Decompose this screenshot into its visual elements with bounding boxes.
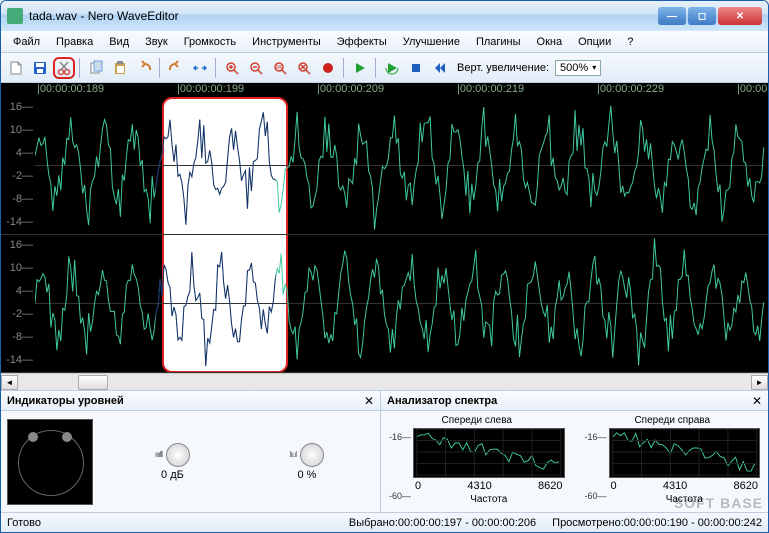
waveform-area[interactable]: 16— 10— 4— -2— -8— -14— 16— 10— 4— -2— -8— -14— xyxy=(1,97,768,373)
menu-звук[interactable]: Звук xyxy=(137,34,176,50)
bars-icon: ıııılll xyxy=(155,450,162,459)
status-ready: Готово xyxy=(7,517,349,529)
titlebar[interactable]: tada.wav - Nero WaveEditor — ◻ ✕ xyxy=(1,1,768,31)
waveform-channel-right[interactable]: 16— 10— 4— -2— -8— -14— xyxy=(1,235,768,373)
menu-громкость[interactable]: Громкость xyxy=(176,34,244,50)
maximize-button[interactable]: ◻ xyxy=(688,7,716,25)
gain-knob-label: 0 дБ xyxy=(161,469,184,481)
scroll-thumb[interactable] xyxy=(78,375,108,390)
fit-button[interactable] xyxy=(189,57,211,79)
pan-knob[interactable] xyxy=(300,443,324,467)
watermark: SOFT BASE xyxy=(674,495,763,511)
spectrum-panel-title: Анализатор спектра xyxy=(387,395,752,407)
zoom-out-button[interactable] xyxy=(245,57,267,79)
menu-улучшение[interactable]: Улучшение xyxy=(395,34,468,50)
wave-ytick: 4— xyxy=(16,285,33,297)
cut-button[interactable] xyxy=(53,57,75,79)
bars-icon: lıı.ıl xyxy=(290,450,296,459)
paste-button[interactable] xyxy=(109,57,131,79)
scroll-left-button[interactable]: ◄ xyxy=(1,375,18,390)
levels-panel: Индикаторы уровней ✕ ıııılll 0 дБ lıı.ıl xyxy=(1,391,381,512)
toolbar: Верт. увеличение: 500% xyxy=(1,53,768,83)
copy-button[interactable] xyxy=(85,57,107,79)
wave-ytick: 16— xyxy=(10,101,33,113)
redo-button[interactable] xyxy=(165,57,187,79)
levels-panel-close[interactable]: ✕ xyxy=(364,394,374,408)
wave-ytick: 4— xyxy=(16,147,33,159)
stop-button[interactable] xyxy=(405,57,427,79)
wave-ytick: -8— xyxy=(12,193,33,205)
zoom-sel-button[interactable] xyxy=(269,57,291,79)
menu-файл[interactable]: Файл xyxy=(5,34,48,50)
wave-ytick: -14— xyxy=(6,354,33,366)
waveform-channel-left[interactable]: 16— 10— 4— -2— -8— -14— xyxy=(1,97,768,235)
wave-ytick: -2— xyxy=(12,308,33,320)
spectrum-left-label: Спереди слева xyxy=(389,415,565,426)
menu-инструменты[interactable]: Инструменты xyxy=(244,34,329,50)
menubar: ФайлПравкаВидЗвукГромкостьИнструментыЭфф… xyxy=(1,31,768,53)
gain-knob-group: ıııılll 0 дБ xyxy=(155,443,190,481)
pan-knob-group: lıı.ıl 0 % xyxy=(290,443,324,481)
menu-?[interactable]: ? xyxy=(619,34,641,50)
spectrum-plot-right xyxy=(609,428,761,478)
app-icon xyxy=(7,8,23,24)
close-button[interactable]: ✕ xyxy=(718,7,762,25)
status-viewed: Просмотрено:00:00:00:190 - 00:00:00:242 xyxy=(552,517,762,529)
scroll-right-button[interactable]: ► xyxy=(751,375,768,390)
zoom-select[interactable]: 500% xyxy=(555,60,601,76)
window-title: tada.wav - Nero WaveEditor xyxy=(29,9,658,23)
spectrum-panel-close[interactable]: ✕ xyxy=(752,394,762,408)
menu-эффекты[interactable]: Эффекты xyxy=(329,34,395,50)
menu-вид[interactable]: Вид xyxy=(101,34,137,50)
play-button[interactable] xyxy=(349,57,371,79)
pan-knob-label: 0 % xyxy=(297,469,316,481)
zoom-label: Верт. увеличение: xyxy=(457,62,549,74)
timeline-tick: |00:00:00:219 xyxy=(457,83,524,95)
gain-knob[interactable] xyxy=(166,443,190,467)
timeline-tick: |00:00:00:189 xyxy=(37,83,104,95)
save-button[interactable] xyxy=(29,57,51,79)
levels-panel-title: Индикаторы уровней xyxy=(7,395,364,407)
timeline-tick: |00:00:00:229 xyxy=(597,83,664,95)
wave-ytick: -8— xyxy=(12,331,33,343)
wave-ytick: 10— xyxy=(10,124,33,136)
rewind-button[interactable] xyxy=(429,57,451,79)
wave-ytick: -2— xyxy=(12,170,33,182)
vu-meter xyxy=(7,419,93,505)
horizontal-scrollbar[interactable]: ◄ ► xyxy=(1,373,768,390)
wave-ytick: 16— xyxy=(10,239,33,251)
timeline-ruler[interactable]: |00:00:00:189 |00:00:00:199 |00:00:00:209 |… xyxy=(1,83,768,97)
undo-button[interactable] xyxy=(133,57,155,79)
zoom-in-button[interactable] xyxy=(221,57,243,79)
record-button[interactable] xyxy=(317,57,339,79)
wave-ytick: 10— xyxy=(10,262,33,274)
status-selection: Выбрано:00:00:00:197 - 00:00:00:206 xyxy=(349,517,536,529)
spectrum-panel: Анализатор спектра ✕ Спереди слева -16— … xyxy=(381,391,768,512)
menu-опции[interactable]: Опции xyxy=(570,34,619,50)
timeline-tick: |00:00:00:209 xyxy=(317,83,384,95)
menu-правка[interactable]: Правка xyxy=(48,34,101,50)
spectrum-right-label: Спереди справа xyxy=(585,415,761,426)
new-button[interactable] xyxy=(5,57,27,79)
bottom-panels: Индикаторы уровней ✕ ıııılll 0 дБ lıı.ıl xyxy=(1,390,768,512)
wave-ytick: -14— xyxy=(6,216,33,228)
spectrum-plot-left xyxy=(413,428,565,478)
timeline-tick: |00:00:00:199 xyxy=(177,83,244,95)
play-loop-button[interactable] xyxy=(381,57,403,79)
menu-плагины[interactable]: Плагины xyxy=(468,34,529,50)
minimize-button[interactable]: — xyxy=(658,7,686,25)
app-window: tada.wav - Nero WaveEditor — ◻ ✕ ФайлПра… xyxy=(0,0,769,533)
statusbar: Готово Выбрано:00:00:00:197 - 00:00:00:2… xyxy=(1,512,768,532)
zoom-reset-button[interactable] xyxy=(293,57,315,79)
menu-окна[interactable]: Окна xyxy=(529,34,571,50)
timeline-tick: |00:00:00:239 xyxy=(737,83,768,95)
